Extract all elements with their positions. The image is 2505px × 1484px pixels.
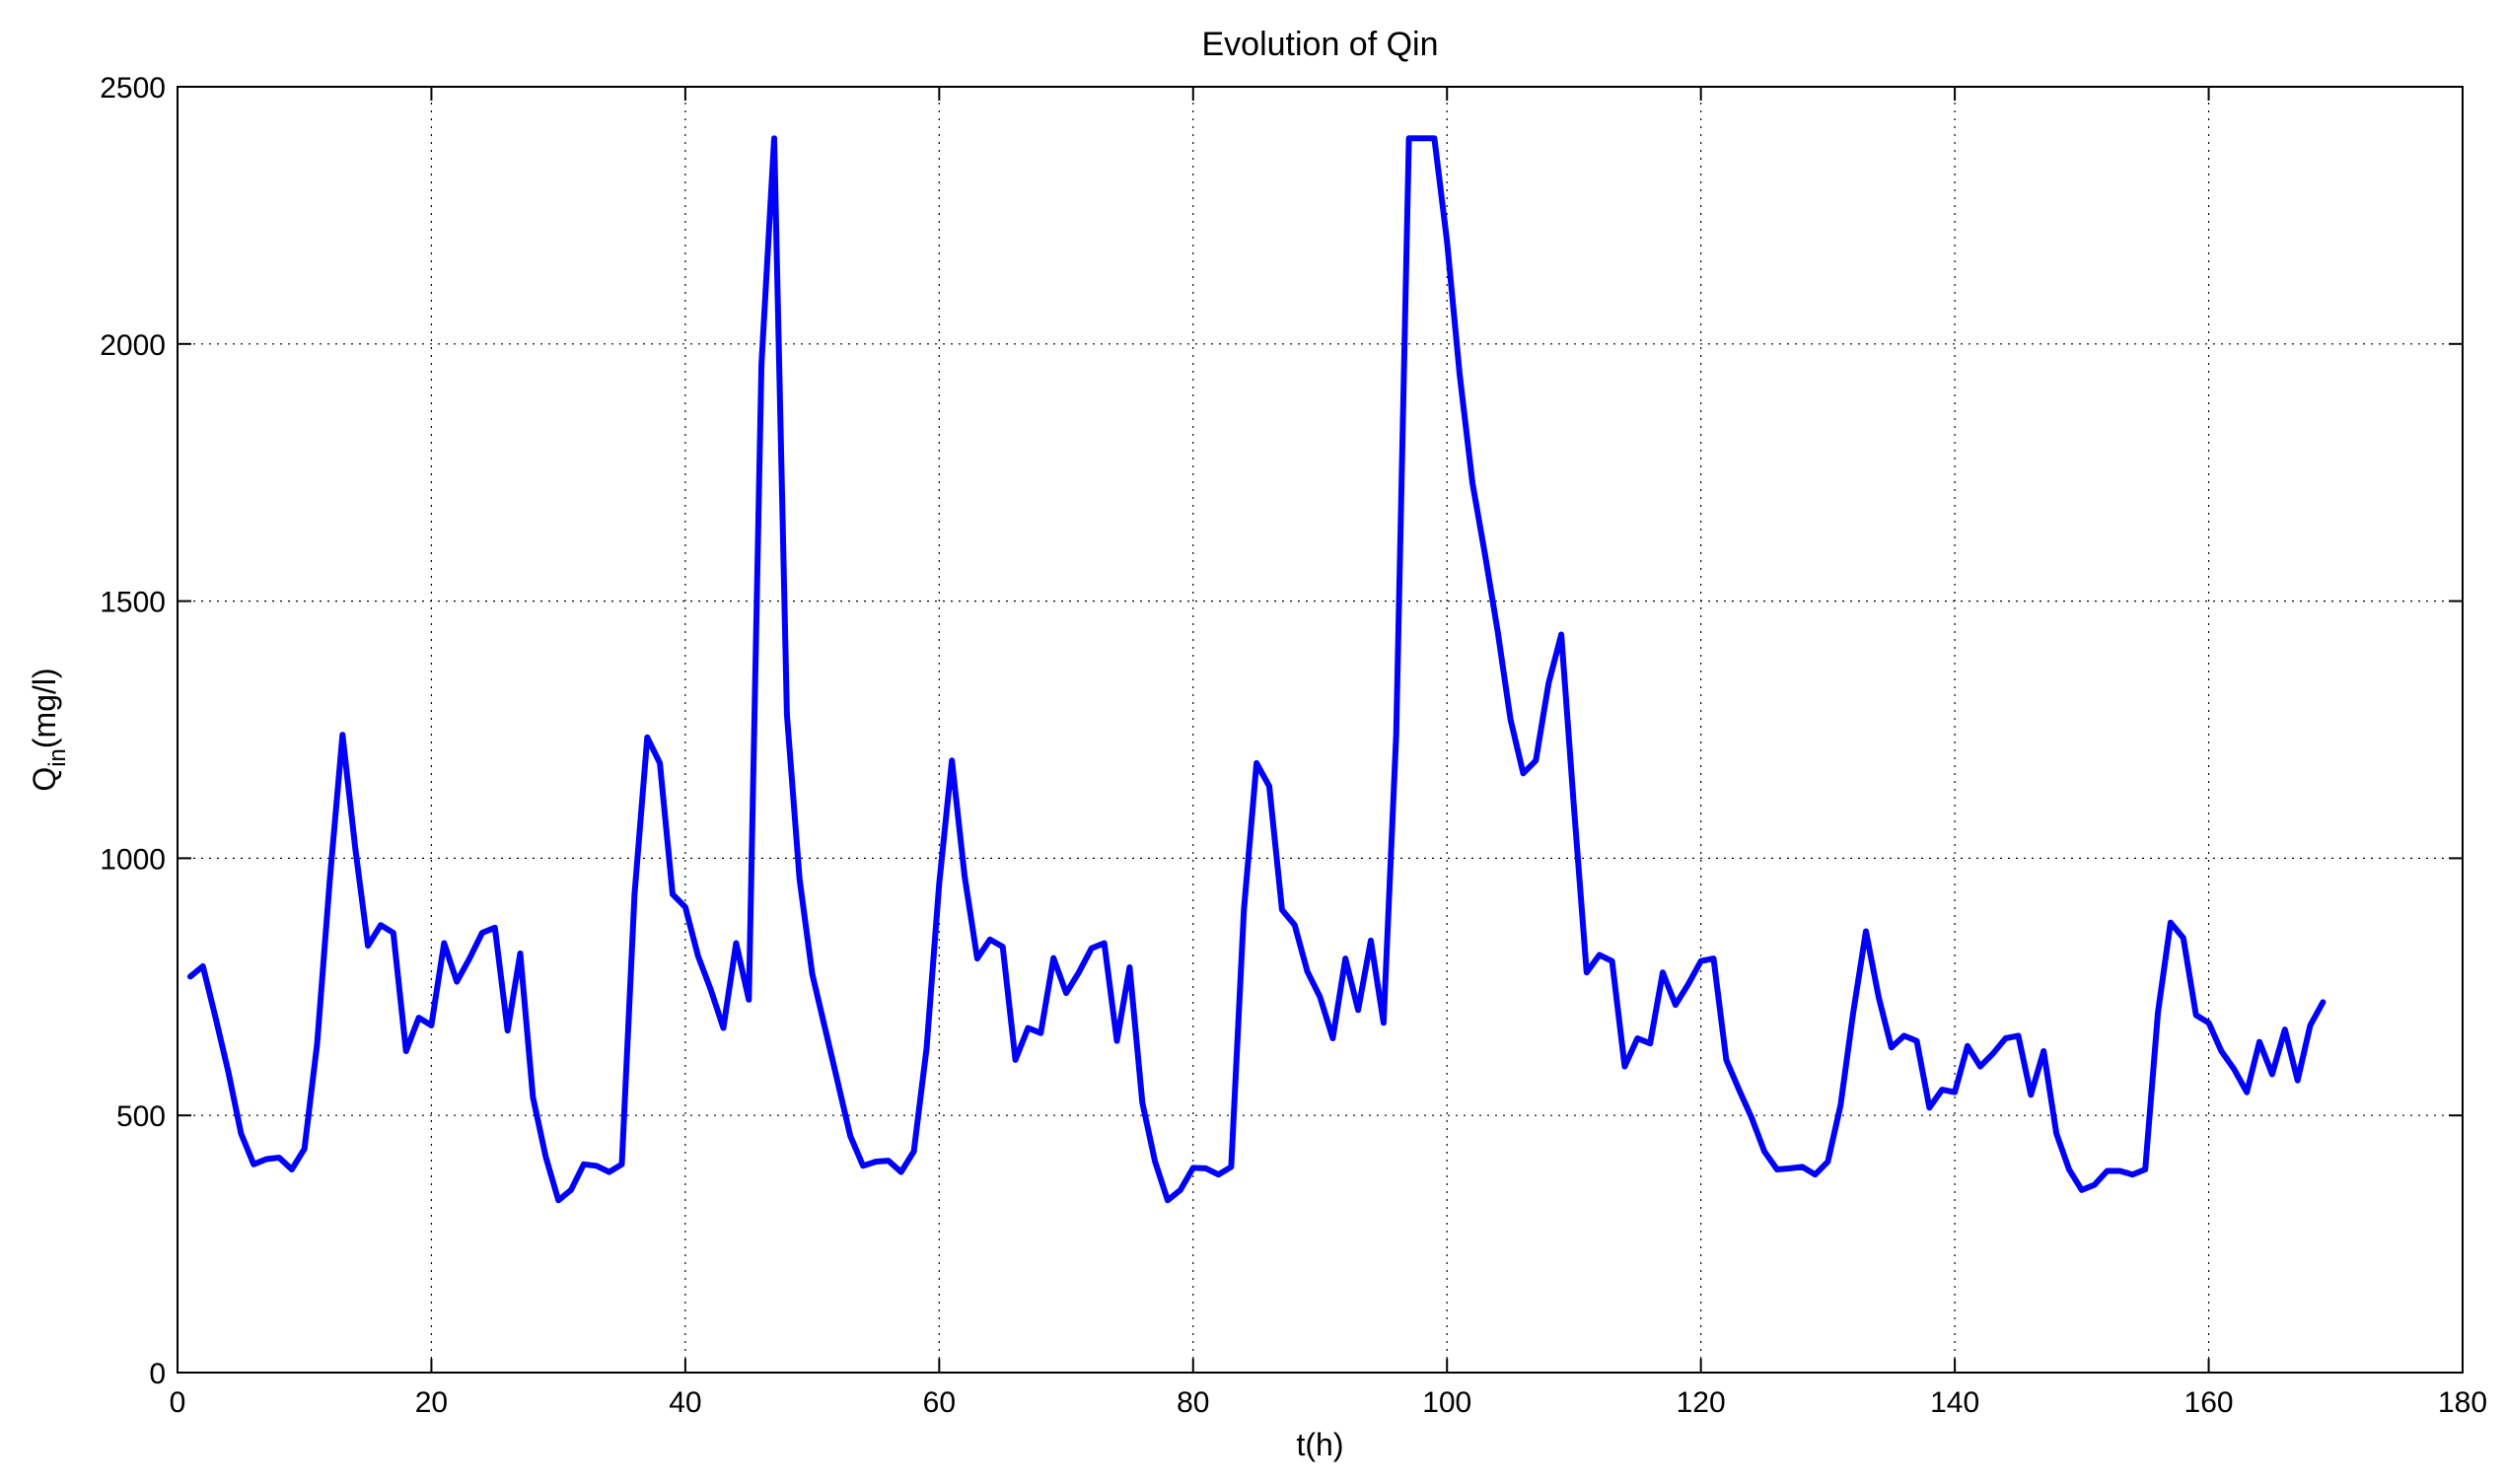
- chart-title: Evolution of Qin: [1201, 26, 1438, 63]
- x-tick-label: 0: [170, 1386, 186, 1419]
- x-tick-label: 100: [1422, 1386, 1471, 1419]
- x-tick-label: 180: [2438, 1386, 2487, 1419]
- plot-frame: [177, 86, 2464, 1374]
- x-axis-label: t(h): [1297, 1427, 1344, 1462]
- y-tick-label: 0: [149, 1358, 166, 1390]
- series-line: [186, 135, 2326, 1204]
- x-tick-label: 160: [2184, 1386, 2234, 1419]
- y-tick-labels: 0 500 1000 1500 2000 2500: [100, 72, 166, 1390]
- y-tick-label: 500: [116, 1100, 166, 1133]
- x-tick-label: 140: [1930, 1386, 1979, 1419]
- grid-lines: [178, 87, 2463, 1373]
- y-tick-label: 2000: [100, 329, 166, 362]
- y-tick-label: 1000: [100, 843, 166, 876]
- plot-area: [178, 87, 2463, 1373]
- x-tick-labels: 0 20 40 60 80 100 120 140 160 180: [170, 1386, 2487, 1419]
- y-axis-label-subscript: in: [44, 748, 71, 767]
- y-axis-label: Qin(mg/l): [27, 668, 71, 791]
- x-tick-label: 20: [415, 1386, 448, 1419]
- y-tick-label: 2500: [100, 72, 166, 105]
- x-tick-label: 60: [923, 1386, 956, 1419]
- x-tick-label: 40: [669, 1386, 701, 1419]
- y-axis-label-suffix: (mg/l): [27, 668, 62, 748]
- x-tick-label: 80: [1177, 1386, 1209, 1419]
- axis-ticks: [177, 86, 2464, 1374]
- y-tick-label: 1500: [100, 587, 166, 619]
- x-tick-label: 120: [1677, 1386, 1726, 1419]
- y-axis-label-main: Q: [27, 767, 62, 792]
